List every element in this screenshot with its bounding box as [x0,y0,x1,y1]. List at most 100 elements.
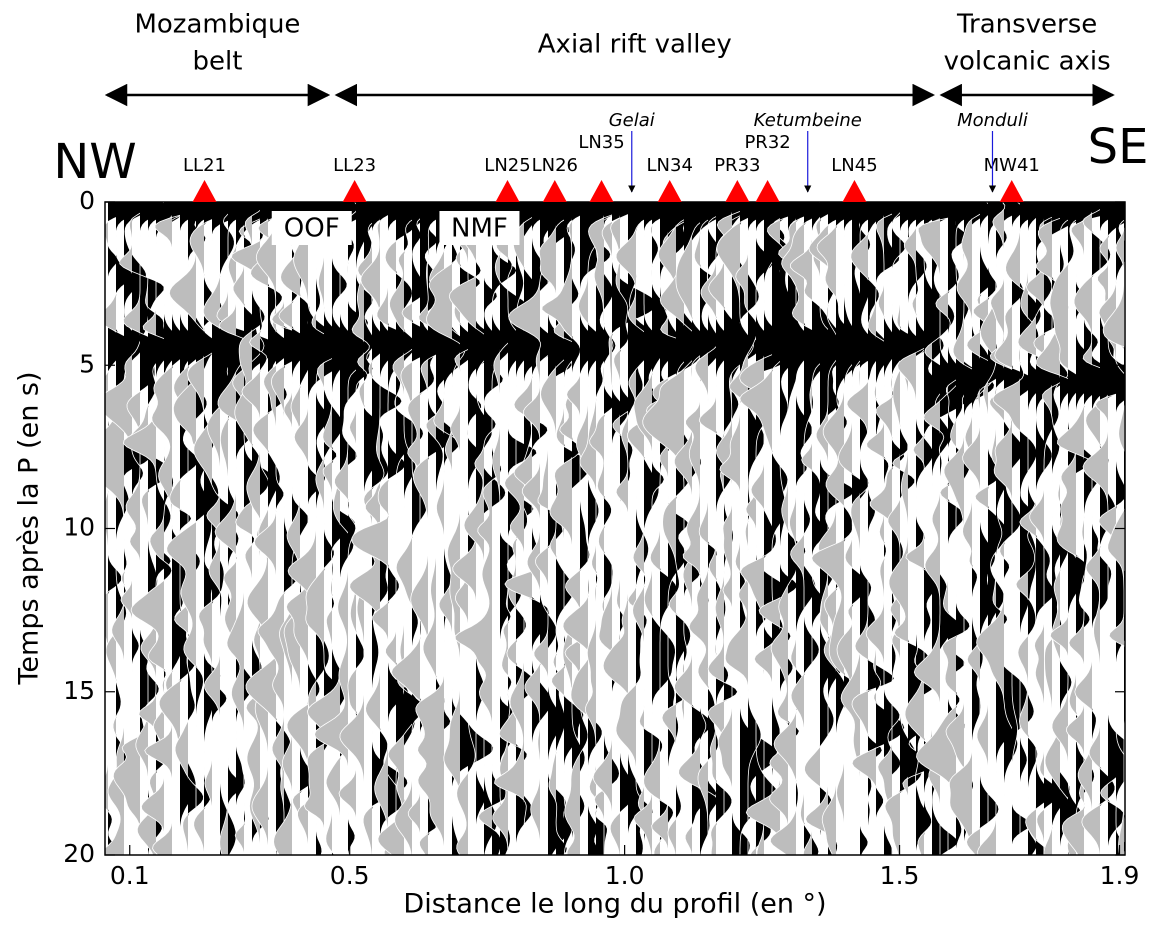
trace-positive [788,202,817,855]
trace-negative [1074,202,1092,855]
x-tick-label: 1.5 [880,861,920,890]
trace-negative [804,202,820,855]
trace-line [166,202,225,855]
trace-negative [616,202,636,855]
trace-line [948,202,995,855]
trace-negative [1016,202,1028,855]
trace-line [105,202,153,849]
trace-negative [1036,202,1060,855]
trace-negative [994,202,1012,855]
trace-negative [977,202,996,855]
station-marker [842,180,867,202]
trace-line [1017,202,1101,855]
trace-negative [351,202,388,855]
station-label: LL23 [333,155,376,176]
trace-negative [426,202,452,855]
trace-line [884,202,931,855]
trace-positive [276,202,305,855]
trace-negative [643,202,660,855]
trace-negative [689,202,708,855]
trace-line [615,202,665,855]
trace-positive [716,202,748,855]
trace-negative [897,202,916,855]
trace-negative [339,202,364,855]
station-marker [657,180,682,202]
trace-line [643,202,716,855]
trace-positive [1060,202,1089,855]
trace-line [781,202,848,855]
trace-line [112,202,169,855]
trace-negative [658,202,676,855]
trace-negative [203,202,220,855]
trace-negative [280,202,300,855]
volcano-label: Ketumbeine [754,110,862,131]
station-label: LN34 [647,155,693,176]
trace-negative [445,202,468,855]
y-axis-label: Temps après la P (en s) [14,372,45,686]
trace-negative [1057,202,1076,855]
trace-negative [564,202,580,855]
y-tick-label: 0 [79,186,95,215]
station-marker [192,180,217,202]
trace-line [851,202,910,855]
trace-negative [781,202,804,855]
fault-label-box [439,211,520,245]
corner-label: SE [1088,119,1149,175]
trace-negative [494,202,524,855]
trace-negative [1099,202,1116,855]
x-tick-label: 1.0 [605,861,645,890]
trace-line [1102,226,1125,855]
trace-line [285,202,346,855]
station-marker [725,180,750,202]
trace-negative [1018,202,1036,855]
trace-line [633,202,681,855]
station-marker [999,180,1024,202]
trace-positive [1124,202,1125,855]
corner-label: NW [53,134,136,190]
trace-negative [551,202,564,855]
trace-negative [790,202,812,855]
region-label: Axial rift valley [538,30,732,60]
trace-negative [113,202,140,855]
trace-negative [123,202,156,855]
trace-negative [541,202,572,855]
trace-negative [563,202,588,855]
trace-negative [593,202,612,855]
station-marker [495,180,520,202]
trace-line [724,202,777,855]
x-axis-label: Distance le long du profil (en °) [403,889,826,920]
trace-negative [885,202,900,855]
fault-label: OOF [284,214,340,244]
trace-line [425,202,494,855]
trace-line [394,202,442,855]
trace-line [977,202,1035,855]
trace-positive [932,202,961,855]
trace-positive [1116,202,1125,855]
trace-line [377,202,433,855]
trace-negative [841,202,860,855]
trace-positive [1028,202,1047,855]
trace-line [128,202,177,855]
trace-negative [889,202,908,855]
y-tick-label: 5 [79,349,95,378]
trace-negative [949,202,972,855]
station-marker [342,180,367,202]
trace-line [715,202,762,855]
trace-line [609,202,643,855]
trace-line [678,202,729,855]
trace-negative [914,202,940,855]
x-tick-label: 1.9 [1100,861,1140,890]
trace-line [840,202,889,855]
trace-negative [769,202,788,855]
trace-line [976,202,1025,855]
trace-positive [580,202,611,855]
trace-section [105,202,1125,855]
trace-negative [866,202,884,855]
trace-positive [884,202,904,855]
trace-line [144,202,201,855]
trace-negative [708,202,724,855]
trace-positive [356,202,395,855]
region-label: volcanic axis [944,47,1111,77]
trace-line [642,202,733,855]
